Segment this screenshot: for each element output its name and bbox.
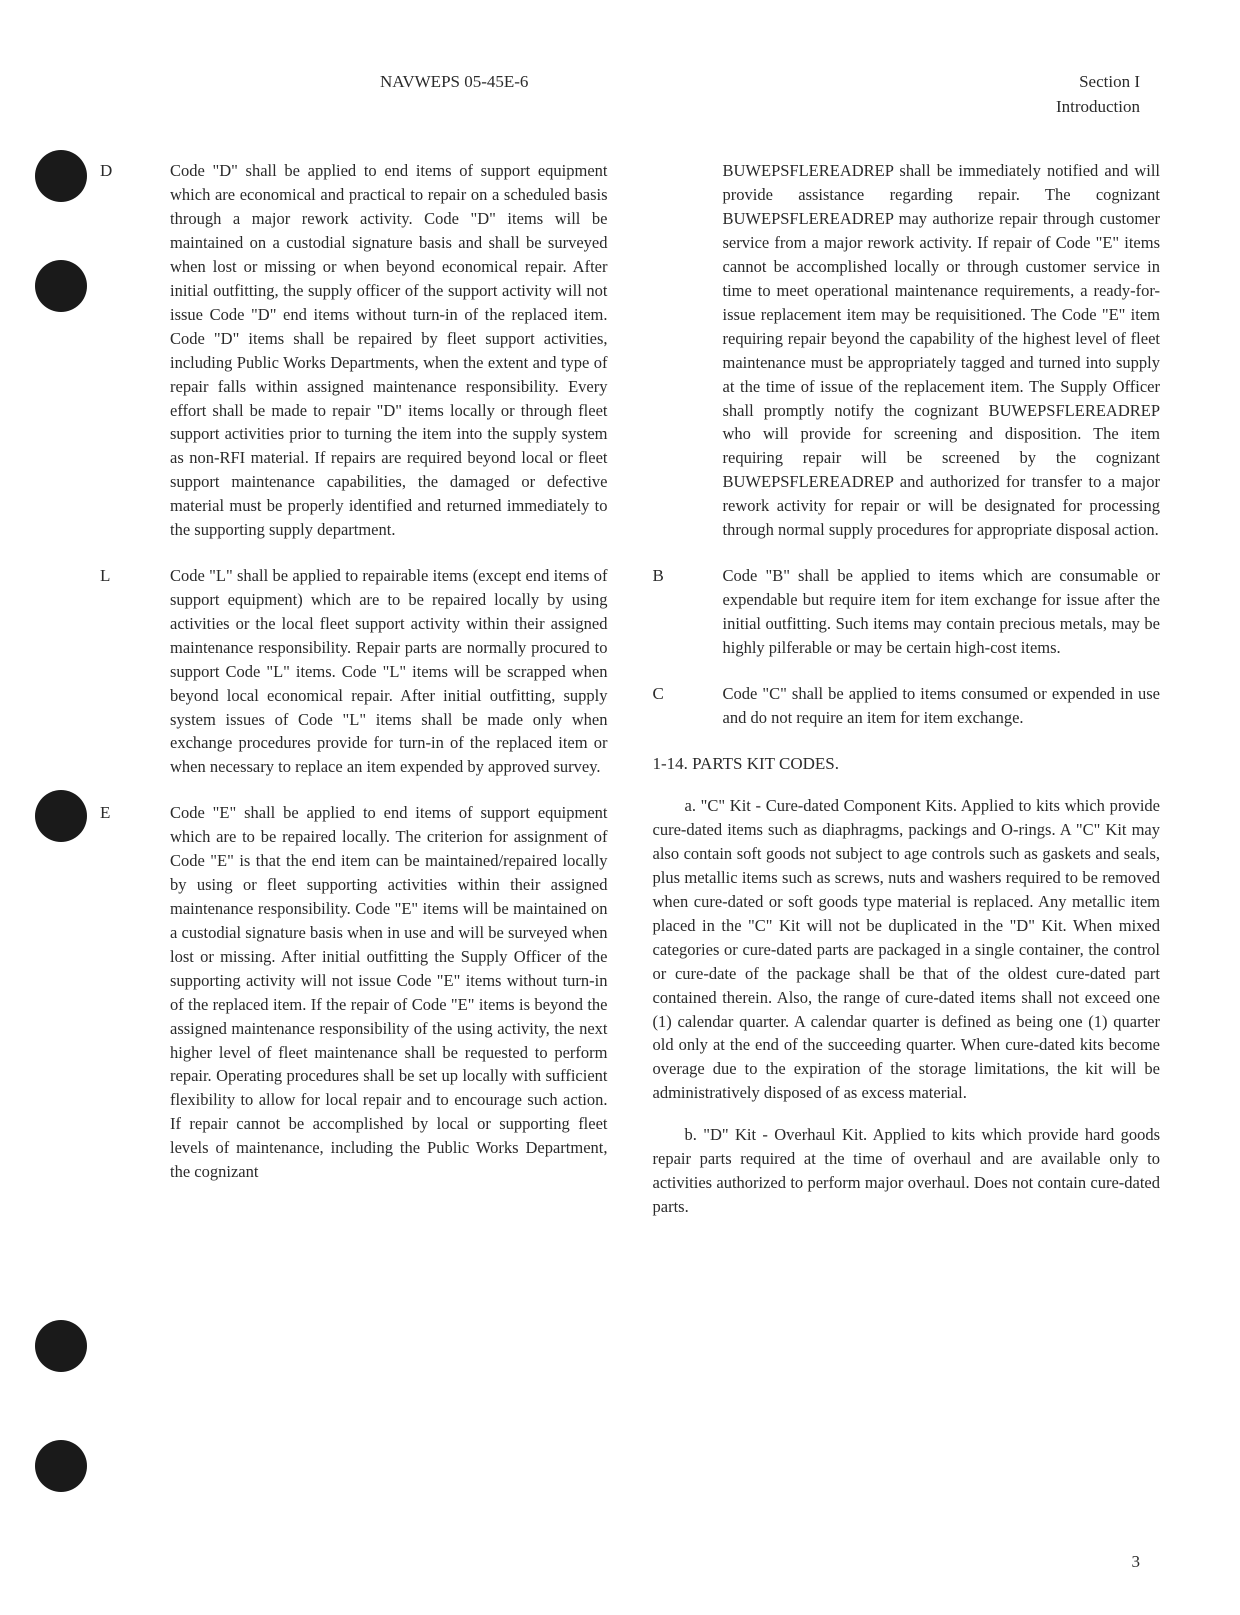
para-d-kit: b. "D" Kit - Overhaul Kit. Applied to ki… [653, 1123, 1161, 1219]
code-b-block: B Code "B" shall be applied to items whi… [653, 564, 1161, 660]
code-b-letter: B [653, 564, 723, 660]
left-column: D Code "D" shall be applied to end items… [100, 159, 608, 1237]
code-e-continued-text: BUWEPSFLEREADREP shall be immediately no… [723, 159, 1161, 542]
code-c-block: C Code "C" shall be applied to items con… [653, 682, 1161, 730]
hole [35, 260, 87, 312]
doc-number: NAVWEPS 05-45E-6 [380, 70, 528, 119]
page-number: 3 [1132, 1550, 1141, 1575]
code-d-block: D Code "D" shall be applied to end items… [100, 159, 608, 542]
right-column: BUWEPSFLEREADREP shall be immediately no… [653, 159, 1161, 1237]
code-l-text: Code "L" shall be applied to repairable … [170, 564, 608, 779]
code-l-letter: L [100, 564, 170, 779]
code-e-block: E Code "E" shall be applied to end items… [100, 801, 608, 1184]
code-l-block: L Code "L" shall be applied to repairabl… [100, 564, 608, 779]
code-e-letter: E [100, 801, 170, 1184]
section-1-14-heading: 1-14. PARTS KIT CODES. [653, 752, 1161, 777]
hole [35, 790, 87, 842]
code-c-letter: C [653, 682, 723, 730]
code-e-text: Code "E" shall be applied to end items o… [170, 801, 608, 1184]
hole [35, 150, 87, 202]
para-c-kit: a. "C" Kit - Cure-dated Component Kits. … [653, 794, 1161, 1105]
section-label: Section I [1056, 70, 1140, 95]
code-d-letter: D [100, 159, 170, 542]
code-c-text: Code "C" shall be applied to items consu… [723, 682, 1161, 730]
hole [35, 1320, 87, 1372]
hole [35, 1440, 87, 1492]
code-d-text: Code "D" shall be applied to end items o… [170, 159, 608, 542]
main-content: D Code "D" shall be applied to end items… [100, 159, 1160, 1237]
section-title: Introduction [1056, 95, 1140, 120]
page-header: NAVWEPS 05-45E-6 Section I Introduction [100, 70, 1160, 119]
section-info: Section I Introduction [1056, 70, 1140, 119]
code-b-text: Code "B" shall be applied to items which… [723, 564, 1161, 660]
code-e-continued: BUWEPSFLEREADREP shall be immediately no… [653, 159, 1161, 542]
